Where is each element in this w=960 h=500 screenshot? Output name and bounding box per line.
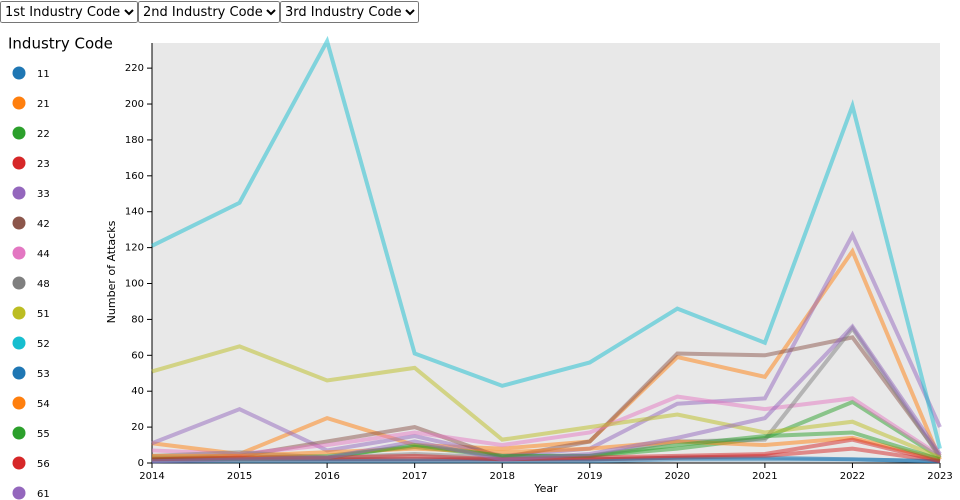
x-tick-label: 2016 [314,471,339,482]
legend-label: 33 [37,189,50,200]
series-line [151,394,942,458]
plot-background [152,43,940,463]
legend-marker [12,306,26,320]
legend-marker [12,366,26,380]
x-tick-label: 2020 [665,471,690,482]
y-axis-label: Number of Attacks [105,220,118,323]
legend-marker [12,396,26,410]
legend-label: 42 [37,219,50,230]
legend-marker [12,216,26,230]
legend-label: 51 [37,309,50,320]
series-line [152,457,941,464]
legend-label: 21 [37,99,50,110]
x-tick-label: 2023 [927,471,952,482]
legend-label: 44 [37,249,50,260]
legend-marker [12,276,26,290]
series-line [152,435,941,462]
legend-label: 52 [37,339,50,350]
dropdown[interactable]: 1st Industry Code [0,1,138,23]
y-tick-label: 60 [131,350,144,361]
x-tick-label: 2022 [840,471,865,482]
y-tick-label: 0 [138,458,144,469]
y-tick-label: 220 [125,63,144,74]
legend-label: 11 [37,69,50,80]
series-line [151,323,942,464]
legend-marker [12,156,26,170]
x-tick-label: 2017 [402,471,427,482]
dropdown[interactable]: 3rd Industry Code [280,1,419,23]
controls: 1st Industry Code 2nd Industry Code 3rd … [0,1,419,23]
legend-label: 23 [37,159,50,170]
y-tick-label: 140 [125,207,144,218]
x-tick-label: 2015 [227,471,252,482]
x-tick-label: 2014 [139,471,164,482]
legend-label: 55 [37,429,50,440]
legend-marker [12,336,26,350]
legend-label: 61 [37,489,50,500]
x-axis-label: Year [533,482,558,495]
legend-marker [12,426,26,440]
legend-label: 48 [37,279,50,290]
series-line [151,344,941,460]
x-tick-label: 2018 [489,471,514,482]
x-tick-label: 2021 [752,471,777,482]
y-tick-label: 200 [125,99,144,110]
y-tick-label: 20 [131,422,144,433]
y-tick-label: 40 [131,386,144,397]
legend-label: 53 [37,369,50,380]
series-line [151,35,942,450]
legend-label: 22 [37,129,50,140]
y-tick-label: 120 [125,243,144,254]
y-tick-label: 180 [125,135,144,146]
legend-marker [12,246,26,260]
legend-title: Industry Code [8,35,113,53]
legend-marker [12,66,26,80]
dropdown[interactable]: 2nd Industry Code [138,1,280,23]
y-tick-label: 100 [125,279,144,290]
y-tick-label: 160 [125,171,144,182]
legend-marker [12,186,26,200]
legend-label: 56 [37,459,50,470]
legend-label: 54 [37,399,50,410]
legend-marker [12,96,26,110]
legend-marker [12,126,26,140]
legend-marker [12,486,26,500]
legend-marker [12,456,26,470]
y-tick-label: 80 [131,314,144,325]
x-tick-label: 2019 [577,471,602,482]
